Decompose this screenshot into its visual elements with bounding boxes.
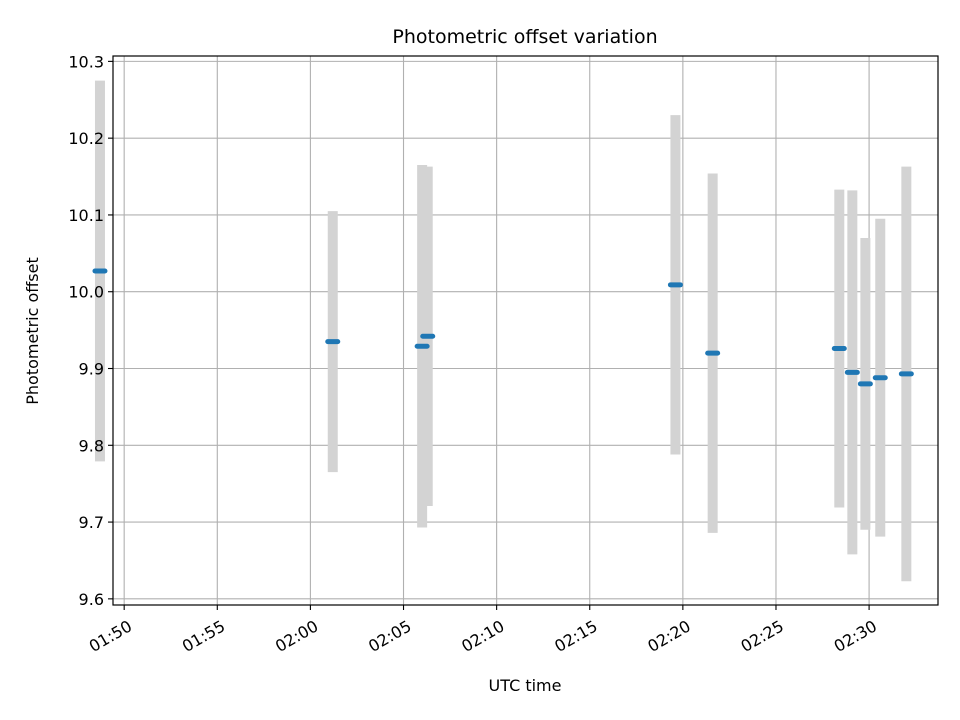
plot-frame <box>112 55 939 606</box>
x-axis-label: UTC time <box>489 676 562 695</box>
y-tick-label: 9.6 <box>79 590 104 609</box>
y-tick-label: 9.8 <box>79 436 104 455</box>
chart-title: Photometric offset variation <box>392 26 657 48</box>
y-axis-label: Photometric offset <box>23 257 42 405</box>
y-tick-label: 10.1 <box>68 206 104 225</box>
y-axis: 9.6 9.7 9.8 9.9 10.0 10.1 10.2 10.3 <box>68 52 113 609</box>
data-points <box>92 268 914 387</box>
y-tick-label: 9.7 <box>79 513 104 532</box>
y-tick-label: 10.2 <box>68 129 104 148</box>
grid <box>113 56 938 605</box>
y-tick-label: 10.0 <box>68 283 104 302</box>
y-tick-label: 9.9 <box>79 360 104 379</box>
y-tick-label: 10.3 <box>68 52 104 71</box>
